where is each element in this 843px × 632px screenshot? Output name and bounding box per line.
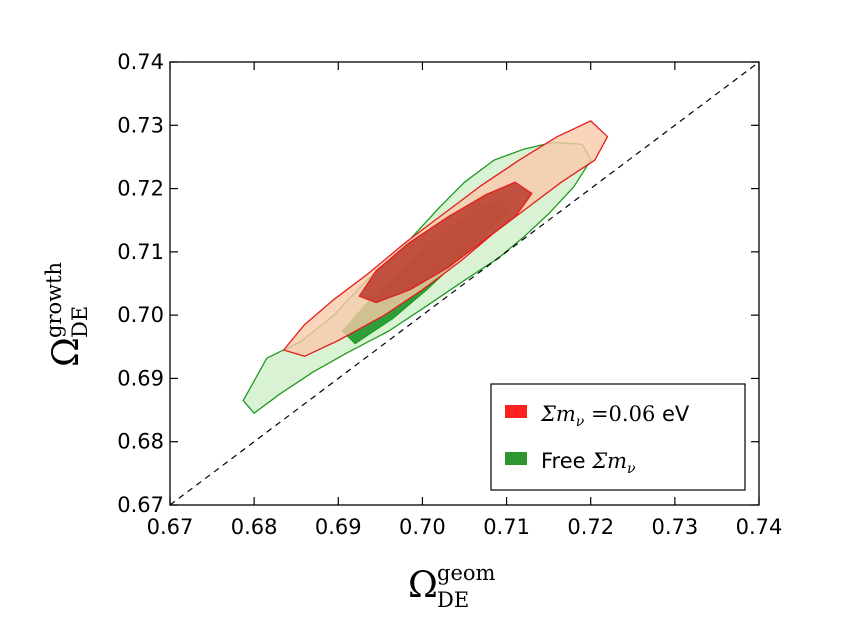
x-label-base: Ω [408,565,438,606]
legend-box [490,383,746,491]
legend-label-fixed-mass: Σmν =0.06 eV [540,402,690,430]
ticks-layer: 0.67 0.68 0.69 0.70 0.71 0.72 0.73 0.74 0.67 0.68… [117,50,782,539]
y-label-sub: DE [68,306,92,338]
y-tick-label-4: 0.71 [117,240,164,264]
x-tick-label-6: 0.73 [651,515,698,539]
y-label-sup: growth [42,262,66,338]
x-tick-label-1: 0.68 [231,515,278,539]
y-tick-label-7: 0.74 [117,50,164,74]
series-layer [242,120,609,414]
x-tick-label-0: 0.67 [147,515,194,539]
legend: Σmν =0.06 eV Free Σmν [490,383,746,491]
legend-0-suffix: eV [655,402,690,426]
y-tick-label-0: 0.67 [117,493,164,517]
reference-diagonal-line [169,61,760,506]
legend-1-prefix: Free [541,449,592,473]
legend-0-math: Σm [540,402,576,426]
legend-0-eq: =0.06 [584,402,655,426]
y-axis-label: Ω growth DE [42,262,92,367]
x-tick-label-5: 0.72 [567,515,614,539]
x-tick-label-4: 0.71 [483,515,530,539]
y-tick-label-2: 0.69 [117,366,164,390]
x-tick-label-7: 0.74 [736,515,783,539]
y-tick-label-1: 0.68 [117,430,164,454]
y-tick-label-5: 0.72 [117,177,164,201]
legend-0-sub: ν [576,414,585,430]
x-tick-label-3: 0.70 [399,515,446,539]
y-tick-label-3: 0.70 [117,303,164,327]
legend-label-free-mass: Free Σmν [541,449,636,477]
plot-frame [169,61,760,506]
legend-swatch-fixed-mass [505,405,527,418]
x-label-sup: geom [437,561,496,585]
x-tick-label-2: 0.69 [315,515,362,539]
x-axis-label: Ω geom DE [408,561,496,612]
legend-1-math: Σm [591,449,627,473]
x-label-sub: DE [437,588,469,612]
contour-region-3 [358,181,533,304]
legend-1-sub: ν [627,461,636,477]
y-tick-label-6: 0.73 [117,113,164,137]
legend-swatch-free-mass [505,452,527,465]
y-label-base: Ω [46,337,87,367]
